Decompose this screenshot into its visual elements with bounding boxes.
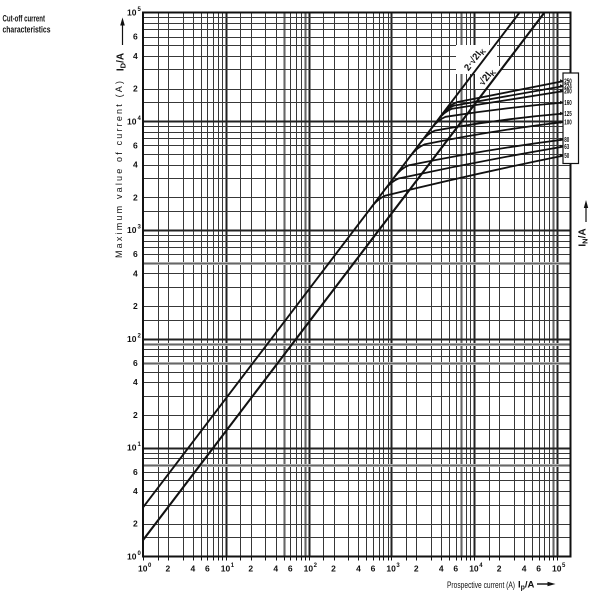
svg-text:4: 4 [133, 486, 138, 496]
svg-text:4: 4 [138, 116, 142, 122]
svg-text:80: 80 [564, 137, 569, 144]
svg-text:125: 125 [564, 111, 572, 118]
svg-text:3: 3 [396, 563, 400, 569]
svg-text:2: 2 [414, 564, 419, 574]
svg-text:224: 224 [564, 84, 572, 91]
svg-text:2: 2 [133, 519, 138, 529]
svg-text:6: 6 [133, 358, 138, 368]
svg-text:4: 4 [133, 377, 138, 387]
svg-text:0: 0 [148, 563, 152, 569]
svg-text:10: 10 [386, 564, 396, 574]
svg-text:250: 250 [564, 79, 572, 86]
svg-text:6: 6 [133, 467, 138, 477]
svg-text:4: 4 [133, 268, 138, 278]
svg-text:4: 4 [522, 564, 527, 574]
svg-text:4: 4 [191, 564, 196, 574]
svg-text:4: 4 [273, 564, 278, 574]
svg-text:10: 10 [127, 334, 137, 344]
svg-text:10: 10 [127, 225, 137, 235]
svg-text:2: 2 [331, 564, 336, 574]
svg-text:2: 2 [133, 410, 138, 420]
svg-text:100: 100 [564, 120, 572, 127]
svg-text:3: 3 [138, 225, 142, 231]
svg-text:4: 4 [479, 563, 483, 569]
svg-text:IN/A: IN/A [578, 228, 590, 246]
svg-text:6: 6 [133, 140, 138, 150]
svg-text:Ip/A: Ip/A [518, 580, 535, 592]
svg-text:2: 2 [248, 564, 253, 574]
svg-text:6: 6 [453, 564, 458, 574]
svg-text:4: 4 [133, 160, 138, 170]
svg-text:2: 2 [314, 563, 318, 569]
svg-text:10: 10 [127, 552, 137, 562]
svg-text:63: 63 [564, 144, 569, 151]
svg-text:6: 6 [288, 564, 293, 574]
svg-text:6: 6 [205, 564, 210, 574]
svg-text:1: 1 [138, 442, 142, 448]
svg-text:6: 6 [371, 564, 376, 574]
svg-text:ID/A: ID/A [116, 53, 128, 71]
svg-text:4: 4 [133, 51, 138, 61]
svg-text:160: 160 [564, 100, 572, 107]
svg-text:5: 5 [138, 7, 142, 13]
svg-text:6: 6 [536, 564, 541, 574]
svg-text:0: 0 [138, 551, 142, 557]
svg-text:10: 10 [127, 116, 137, 126]
svg-text:6: 6 [133, 249, 138, 259]
svg-text:10: 10 [469, 564, 479, 574]
svg-text:5: 5 [562, 563, 566, 569]
svg-text:10: 10 [552, 564, 562, 574]
svg-text:2: 2 [166, 564, 171, 574]
svg-text:1: 1 [231, 563, 235, 569]
svg-text:2: 2 [138, 333, 142, 339]
svg-text:50: 50 [564, 153, 569, 160]
svg-text:Cut-off current: Cut-off current [3, 14, 46, 25]
svg-text:characteristics: characteristics [3, 25, 51, 36]
svg-text:10: 10 [127, 443, 137, 453]
svg-text:2: 2 [133, 192, 138, 202]
svg-text:200: 200 [564, 89, 572, 96]
svg-text:6: 6 [133, 32, 138, 42]
svg-text:10: 10 [221, 564, 231, 574]
svg-text:Maximum value of current (A): Maximum value of current (A) [114, 81, 124, 258]
svg-text:10: 10 [127, 8, 137, 18]
svg-text:Prospective current (A): Prospective current (A) [447, 580, 515, 590]
svg-text:10: 10 [304, 564, 314, 574]
svg-text:2: 2 [133, 301, 138, 311]
svg-text:4: 4 [356, 564, 361, 574]
svg-text:10: 10 [138, 564, 148, 574]
svg-text:4: 4 [439, 564, 444, 574]
svg-text:2: 2 [133, 84, 138, 94]
svg-text:2: 2 [497, 564, 502, 574]
